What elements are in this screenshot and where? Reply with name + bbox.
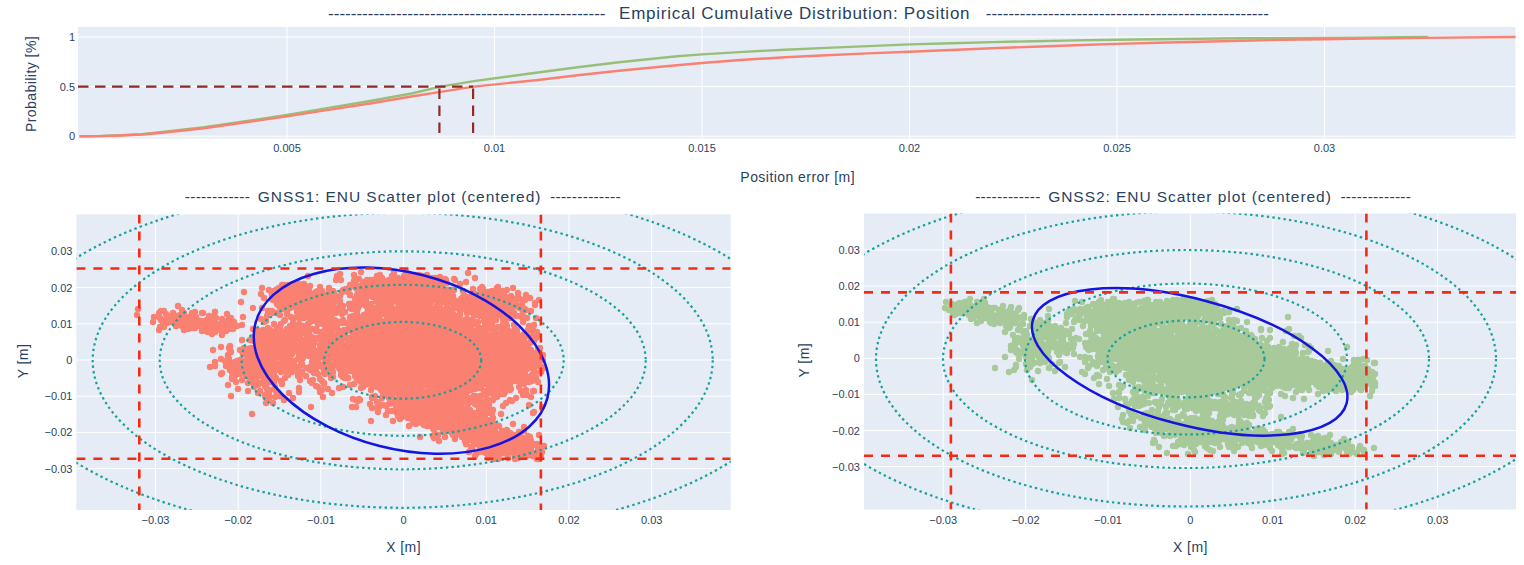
svg-text:−0.03: −0.03: [929, 514, 957, 526]
svg-text:−0.03: −0.03: [832, 461, 860, 473]
svg-text:0.03: 0.03: [641, 514, 662, 526]
svg-text:0.015: 0.015: [688, 142, 716, 154]
svg-text:0: 0: [1187, 514, 1193, 526]
svg-text:−0.01: −0.01: [832, 388, 860, 400]
svg-text:------------------------------: ----------------------------------------…: [328, 4, 605, 23]
svg-text:-------------: -------------: [1340, 188, 1411, 205]
svg-text:0: 0: [854, 352, 860, 364]
svg-text:−0.02: −0.02: [224, 514, 252, 526]
svg-text:0.02: 0.02: [838, 280, 859, 292]
svg-text:−0.01: −0.01: [307, 514, 335, 526]
svg-text:0.03: 0.03: [838, 244, 859, 256]
svg-text:0.01: 0.01: [484, 142, 505, 154]
svg-text:GNSS1: ENU Scatter plot (cente: GNSS1: ENU Scatter plot (centered): [258, 188, 542, 205]
svg-text:0.02: 0.02: [558, 514, 579, 526]
svg-text:0.5: 0.5: [60, 81, 75, 93]
svg-text:−0.03: −0.03: [142, 514, 170, 526]
svg-text:0.01: 0.01: [476, 514, 497, 526]
svg-text:1: 1: [69, 31, 75, 43]
svg-text:0: 0: [401, 514, 407, 526]
svg-text:0: 0: [66, 354, 72, 366]
svg-text:Probability [%]: Probability [%]: [23, 36, 39, 132]
svg-text:−0.03: −0.03: [45, 463, 73, 475]
svg-text:0.03: 0.03: [51, 245, 72, 257]
svg-text:0.01: 0.01: [51, 318, 72, 330]
svg-text:0.03: 0.03: [1427, 514, 1448, 526]
svg-text:0.03: 0.03: [1314, 142, 1335, 154]
svg-text:0: 0: [69, 130, 75, 142]
svg-text:−0.02: −0.02: [45, 426, 73, 438]
svg-text:0.01: 0.01: [838, 316, 859, 328]
svg-text:X [m]: X [m]: [1173, 539, 1208, 555]
svg-text:0.02: 0.02: [899, 142, 920, 154]
svg-text:−0.01: −0.01: [1094, 514, 1122, 526]
svg-text:Position error [m]: Position error [m]: [740, 169, 855, 185]
svg-text:0.02: 0.02: [51, 282, 72, 294]
svg-text:Empirical Cumulative Distribut: Empirical Cumulative Distribution: Posit…: [619, 4, 970, 23]
svg-text:------------------------------: ----------------------------------------…: [986, 4, 1269, 23]
svg-text:−0.01: −0.01: [45, 390, 73, 402]
svg-text:0.025: 0.025: [1103, 142, 1131, 154]
svg-text:GNSS2: ENU Scatter plot (cente: GNSS2: ENU Scatter plot (centered): [1048, 188, 1332, 205]
svg-text:Y [m]: Y [m]: [15, 344, 31, 379]
svg-text:−0.02: −0.02: [832, 425, 860, 437]
svg-text:0.005: 0.005: [273, 142, 301, 154]
svg-text:−0.02: −0.02: [1012, 514, 1040, 526]
svg-text:X [m]: X [m]: [386, 539, 421, 555]
svg-text:------------: ------------: [975, 188, 1040, 205]
svg-text:Y [m]: Y [m]: [796, 343, 812, 378]
svg-text:-------------: -------------: [550, 188, 621, 205]
svg-text:------------: ------------: [185, 188, 250, 205]
svg-text:0.01: 0.01: [1262, 514, 1283, 526]
svg-text:0.02: 0.02: [1344, 514, 1365, 526]
